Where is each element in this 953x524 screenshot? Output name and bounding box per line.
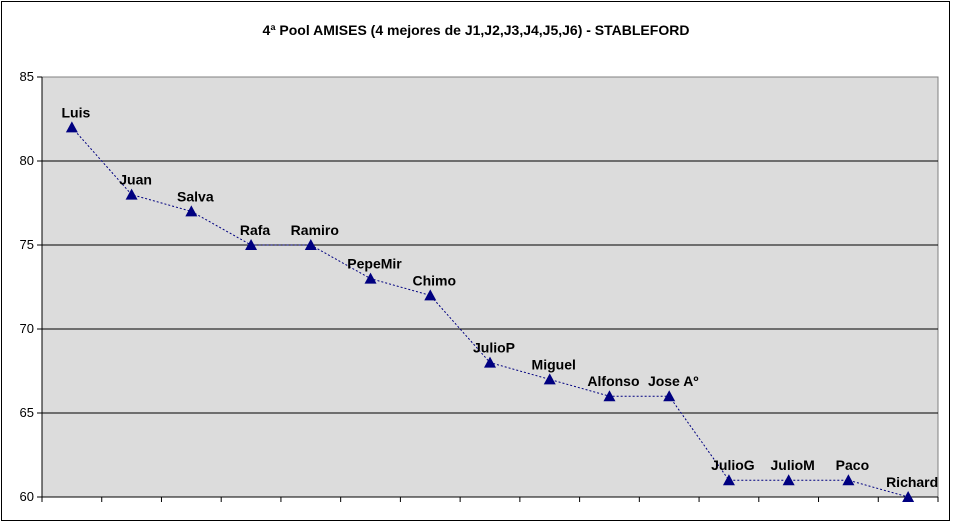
data-point-label: Salva: [177, 188, 214, 204]
data-point-marker: [364, 272, 377, 284]
chart-title: 4ª Pool AMISES (4 mejores de J1,J2,J3,J4…: [263, 22, 690, 38]
axes: 60 65 70 75 80 85: [20, 69, 939, 504]
data-point-label: Alfonso: [587, 373, 639, 389]
data-point-label: PepeMir: [347, 256, 402, 272]
plot-area: [41, 76, 939, 498]
data-point-label: Ramiro: [291, 222, 339, 238]
data-point-marker: [543, 373, 556, 385]
data-point-label: JulioG: [711, 457, 755, 473]
y-tick-label: 65: [20, 405, 34, 420]
data-point-marker: [185, 205, 198, 217]
data-point-label: Jose Aº: [648, 373, 699, 389]
series: [65, 121, 915, 502]
data-point-marker: [722, 474, 735, 486]
data-point-label: JulioP: [473, 340, 515, 356]
data-point-marker: [663, 390, 676, 402]
data-point-marker: [245, 239, 258, 250]
data-point-label: Chimo: [412, 272, 456, 288]
data-point-label: Paco: [836, 457, 869, 473]
point-labels: Luis Juan Salva Rafa Ramiro PepeMir Chimo Julio…: [61, 104, 938, 490]
y-tick-label: 85: [20, 69, 34, 84]
data-point-label: Rafa: [240, 222, 271, 238]
data-point-marker: [842, 474, 855, 486]
data-point-marker: [902, 491, 915, 502]
data-point-marker: [65, 121, 78, 133]
gridlines: [42, 160, 938, 414]
data-point-marker: [603, 390, 616, 402]
data-point-label: Juan: [119, 172, 152, 188]
data-point-label: JulioM: [770, 457, 814, 473]
data-point-label: Richard: [886, 474, 938, 490]
data-point-label: Luis: [61, 104, 90, 120]
data-point-marker: [304, 239, 317, 250]
y-tick-label: 60: [20, 489, 34, 504]
data-point-marker: [424, 289, 437, 301]
y-tick-label: 75: [20, 237, 34, 252]
data-point-marker: [125, 188, 138, 200]
data-point-marker: [782, 474, 795, 486]
data-point-marker: [484, 356, 496, 368]
y-tick-label: 70: [20, 321, 34, 336]
data-point-label: Miguel: [532, 356, 576, 372]
y-tick-label: 80: [20, 153, 34, 168]
